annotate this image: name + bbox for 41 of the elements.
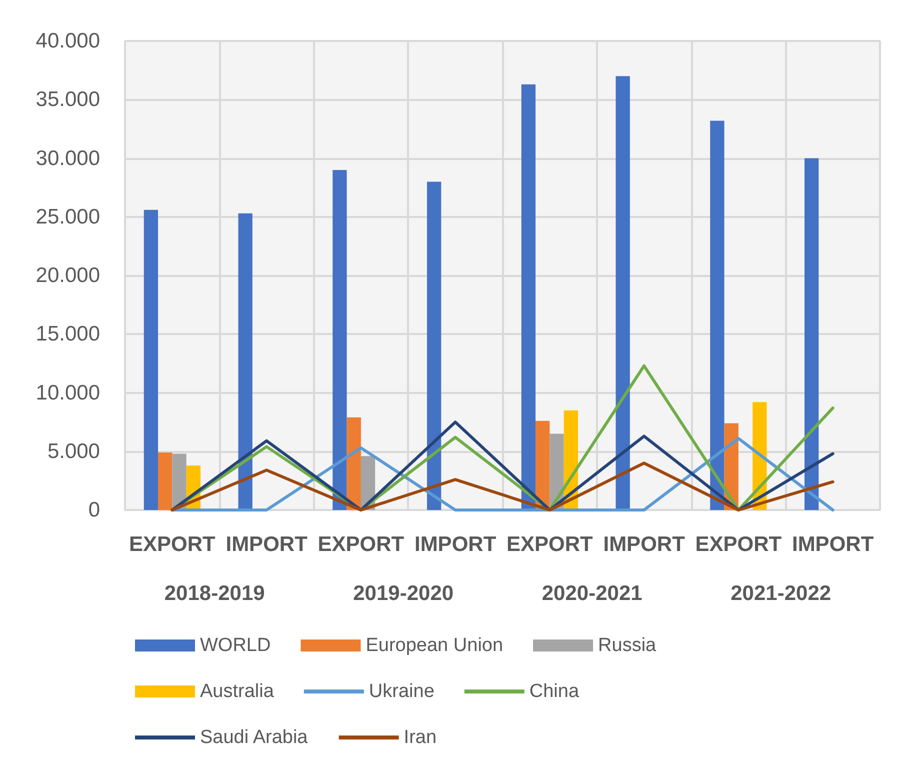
legend-label: Saudi Arabia [200,727,308,748]
text: 2018-2019 [164,582,265,605]
y-tick-label: 40.000 [36,30,100,52]
x-tick-label: IMPORT [603,533,686,556]
y-tick-label: 15.000 [36,322,100,346]
y-tick-label: 20.000 [36,264,100,287]
x-tick-label: EXPORT [695,533,782,556]
x-tick-label: EXPORT [318,533,404,556]
bar [427,182,442,510]
y-tick-label: 30.000 [36,146,100,170]
legend-label: Russia [598,635,657,656]
y-tick-label: 0 [88,498,100,522]
y-tick-label: 25.000 [36,205,100,228]
legend-label: Australia [200,681,274,702]
legend-label: China [529,681,580,702]
legend-label: WORLD [200,635,271,656]
text: 2020-2021 [542,582,643,605]
bar [616,76,630,510]
line-series [170,420,834,512]
x-tick-label: IMPORT [792,533,874,556]
bar [710,120,724,510]
x-tick-label: IMPORT [226,533,308,556]
text: 2021-2022 [730,582,832,605]
x-tick-label: IMPORT [414,533,496,556]
bar [332,170,347,510]
text: 2019-2020 [353,582,454,605]
y-tick-label: 5.000 [47,440,100,463]
legend-label: Ukraine [368,681,434,702]
bar [521,84,536,510]
legend-label: European Union [366,635,504,656]
bar [804,158,819,510]
x-tick-label: EXPORT [129,533,216,556]
y-tick-label: 35.000 [36,88,100,112]
bar [238,213,252,510]
bar [144,210,158,510]
x-tick-label: EXPORT [506,533,594,556]
bar [158,452,172,510]
y-tick-label: 10.000 [36,381,100,404]
legend-label: Iran [404,727,437,748]
bar [536,420,550,510]
line-series [170,462,834,512]
